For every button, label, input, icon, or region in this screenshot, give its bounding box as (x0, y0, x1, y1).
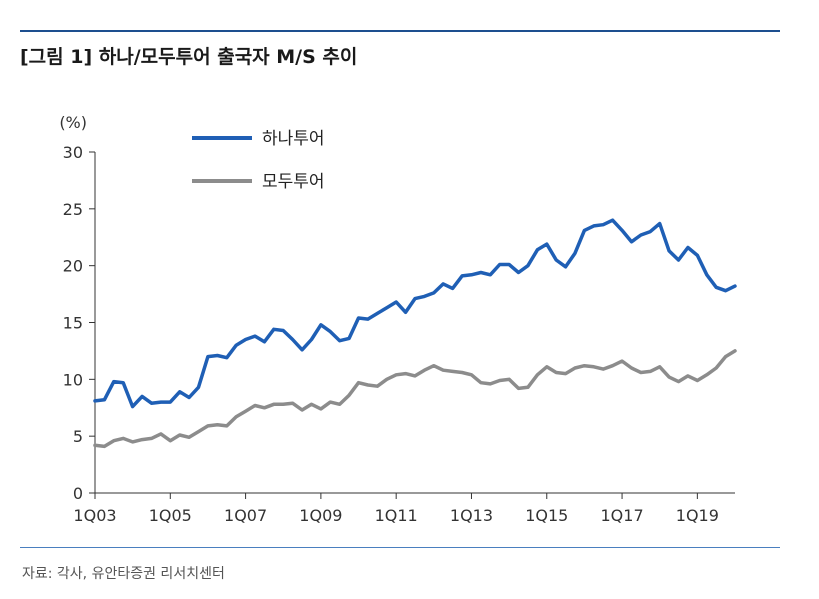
legend-label-2: 모두투어 (262, 172, 325, 192)
x-tick-label: 1Q05 (149, 506, 192, 525)
legend-label-1: 하나투어 (262, 129, 325, 149)
y-axis-label: (%) (59, 113, 87, 132)
y-tick-label: 0 (73, 484, 83, 503)
chart-series (93, 218, 737, 449)
bottom-rule (20, 547, 780, 548)
x-tick-label: 1Q09 (299, 506, 342, 525)
series-line-1 (93, 218, 737, 409)
x-tick-label: 1Q11 (375, 506, 418, 525)
x-tick-label: 1Q19 (676, 506, 719, 525)
y-tick-label: 10 (63, 370, 83, 389)
y-tick-label: 5 (73, 427, 83, 446)
figure-title: [그림 1] 하나/모두투어 출국자 M/S 추이 (20, 46, 358, 68)
x-tick-label: 1Q17 (600, 506, 643, 525)
x-tick-label: 1Q03 (73, 506, 116, 525)
y-tick-label: 30 (63, 143, 83, 162)
source-note: 자료: 각사, 유안타증권 리서치센터 (22, 566, 225, 582)
chart-axes: 0 5 10 15 20 25 30 1Q03 1Q05 1Q07 1Q09 1Q11 1Q13 1Q15… (63, 143, 735, 525)
series-points-2 (95, 351, 735, 447)
y-tick-label: 15 (63, 314, 83, 333)
y-tick-label: 20 (63, 257, 83, 276)
top-rule (20, 30, 780, 32)
series-points-1 (95, 220, 735, 407)
x-tick-label: 1Q07 (224, 506, 267, 525)
x-tick-label: 1Q13 (450, 506, 493, 525)
series-line-2 (93, 349, 737, 449)
x-tick-label: 1Q15 (525, 506, 568, 525)
y-tick-label: 25 (63, 200, 83, 219)
